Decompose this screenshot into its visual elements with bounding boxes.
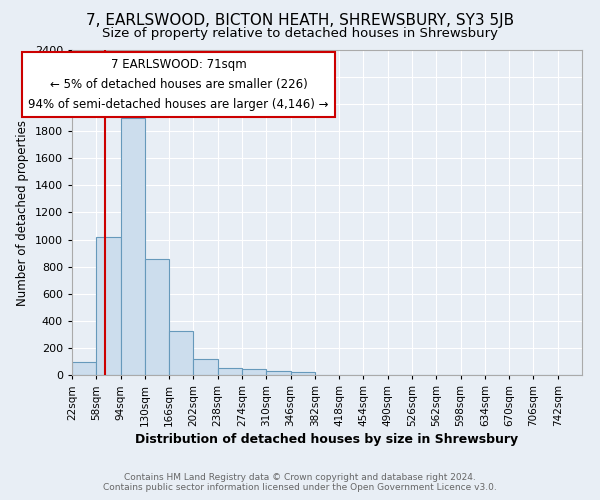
Bar xyxy=(169,331,193,375)
Bar xyxy=(72,362,96,375)
Y-axis label: Number of detached properties: Number of detached properties xyxy=(16,120,29,306)
Bar xyxy=(290,372,315,375)
Bar xyxy=(145,258,169,375)
X-axis label: Distribution of detached houses by size in Shrewsbury: Distribution of detached houses by size … xyxy=(136,433,518,446)
Text: Contains HM Land Registry data © Crown copyright and database right 2024.
Contai: Contains HM Land Registry data © Crown c… xyxy=(103,473,497,492)
Bar xyxy=(121,118,145,375)
Bar xyxy=(266,371,290,375)
Bar xyxy=(218,368,242,375)
Text: 7, EARLSWOOD, BICTON HEATH, SHREWSBURY, SY3 5JB: 7, EARLSWOOD, BICTON HEATH, SHREWSBURY, … xyxy=(86,12,514,28)
Bar xyxy=(96,237,121,375)
Text: Size of property relative to detached houses in Shrewsbury: Size of property relative to detached ho… xyxy=(102,28,498,40)
Bar xyxy=(193,360,218,375)
Bar xyxy=(242,368,266,375)
Text: 7 EARLSWOOD: 71sqm
← 5% of detached houses are smaller (226)
94% of semi-detache: 7 EARLSWOOD: 71sqm ← 5% of detached hous… xyxy=(28,58,329,111)
